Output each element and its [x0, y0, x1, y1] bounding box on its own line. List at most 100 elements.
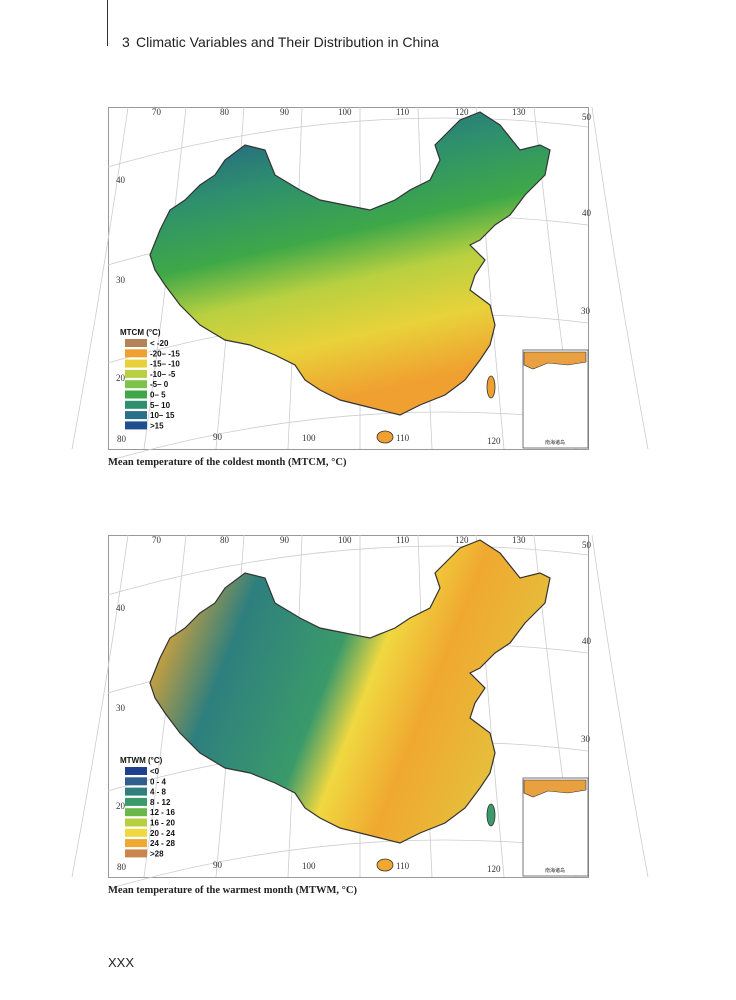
legend-swatch — [125, 797, 147, 806]
country-shape — [149, 539, 551, 844]
legend-swatch — [125, 400, 147, 409]
graticule-label: 130 — [512, 107, 526, 117]
page-number: XXX — [108, 955, 134, 970]
graticule-label: 80 — [220, 535, 230, 545]
graticule-label: 40 — [116, 175, 126, 185]
legend-swatch — [125, 787, 147, 796]
chapter-number: 3 — [122, 34, 130, 50]
graticule-label: 90 — [280, 107, 290, 117]
country-shape — [149, 111, 551, 416]
legend-swatch — [125, 390, 147, 399]
legend-swatch — [125, 369, 147, 378]
graticule-label: 30 — [116, 275, 126, 285]
legend-swatch — [125, 808, 147, 817]
legend-label: <0 — [150, 767, 160, 776]
graticule-label: 100 — [338, 535, 352, 545]
graticule-label: 100 — [302, 861, 316, 871]
graticule-label: 30 — [116, 703, 126, 713]
figure: 南海诸岛 70 80 90 100 110 120 130 50 40 30 40 30 20 80 90 10… — [71, 106, 649, 468]
legend-swatch — [125, 359, 147, 368]
graticule-label: 120 — [487, 864, 501, 874]
parallel — [107, 839, 589, 890]
legend-label: 12 - 16 — [150, 808, 175, 817]
parallel — [107, 545, 589, 596]
figure-caption: Mean temperature of the coldest month (M… — [108, 457, 347, 468]
legend-swatch — [125, 411, 147, 420]
graticule-label: 40 — [116, 603, 126, 613]
legend-label: 5– 10 — [150, 401, 171, 410]
graticule-label: 110 — [396, 535, 410, 545]
graticule-label: 110 — [396, 107, 410, 117]
inset-label: 南海诸岛 — [545, 867, 565, 874]
graticule-label: 20 — [116, 373, 126, 383]
graticule-label: 90 — [213, 432, 223, 442]
graticule-label: 110 — [396, 433, 410, 443]
graticule-label: 100 — [302, 433, 316, 443]
legend-label: -10– -5 — [150, 370, 176, 379]
legend-label: 8 - 12 — [150, 798, 171, 807]
graticule-label: 20 — [116, 801, 126, 811]
legend-label: -20– -15 — [150, 349, 180, 358]
inset-label: 南海诸岛 — [545, 439, 565, 446]
legend-label: 10– 15 — [150, 411, 175, 420]
legend-title: MTCM (°C) — [120, 328, 161, 337]
meridian — [591, 534, 649, 878]
island — [376, 430, 394, 444]
parallel — [107, 117, 589, 168]
graticule-label: 30 — [581, 734, 591, 744]
graticule-label: 80 — [220, 107, 230, 117]
legend-swatch — [125, 849, 147, 858]
legend-swatch — [125, 839, 147, 848]
legend-label: -5– 0 — [150, 380, 169, 389]
island — [486, 803, 496, 827]
legend-label: 24 - 28 — [150, 839, 175, 848]
graticule-label: 120 — [455, 107, 469, 117]
graticule-label: 130 — [512, 535, 526, 545]
inset-land — [523, 351, 587, 370]
legend-label: 20 - 24 — [150, 829, 175, 838]
graticule-label: 70 — [152, 535, 162, 545]
graticule-label: 80 — [117, 434, 127, 444]
figure-caption: Mean temperature of the warmest month (M… — [108, 885, 357, 896]
island — [376, 858, 394, 872]
legend-label: >15 — [150, 421, 164, 430]
legend-label: 0– 5 — [150, 391, 166, 400]
legend-swatch — [125, 349, 147, 358]
graticule-label: 120 — [487, 436, 501, 446]
legend-swatch — [125, 421, 147, 430]
inset-land — [523, 779, 587, 798]
graticule-label: 30 — [581, 306, 591, 316]
graticule-label: 120 — [455, 535, 469, 545]
legend-label: 4 - 8 — [150, 788, 167, 797]
legend-label: < -20 — [150, 339, 169, 348]
graticule-label: 90 — [213, 860, 223, 870]
legend-label: 16 - 20 — [150, 819, 175, 828]
legend-label: -15– -10 — [150, 360, 180, 369]
parallel — [107, 411, 589, 462]
figure: 南海诸岛 70 80 90 100 110 120 130 50 40 30 40 30 20 80 90 10… — [71, 534, 649, 896]
legend-swatch — [125, 767, 147, 775]
meridian — [591, 106, 649, 450]
graticule-label: 110 — [396, 861, 410, 871]
graticule-label: 100 — [338, 107, 352, 117]
legend-label: 0 - 4 — [150, 777, 167, 786]
island — [486, 375, 496, 399]
legend-swatch — [125, 339, 147, 347]
legend-label: >28 — [150, 849, 164, 858]
graticule-label: 50 — [582, 540, 592, 550]
graticule-label: 50 — [582, 112, 592, 122]
legend-swatch — [125, 828, 147, 837]
graticule-label: 40 — [582, 208, 592, 218]
graticule-label: 80 — [117, 862, 127, 872]
meridian — [71, 534, 129, 878]
meridian — [71, 106, 129, 450]
graticule-label: 90 — [280, 535, 290, 545]
legend-swatch — [125, 380, 147, 389]
graticule-label: 40 — [582, 636, 592, 646]
legend-title: MTWM (°C) — [120, 756, 163, 765]
graticule-label: 70 — [152, 107, 162, 117]
legend-swatch — [125, 818, 147, 827]
chapter-title: Climatic Variables and Their Distributio… — [136, 34, 439, 50]
legend-swatch — [125, 777, 147, 786]
